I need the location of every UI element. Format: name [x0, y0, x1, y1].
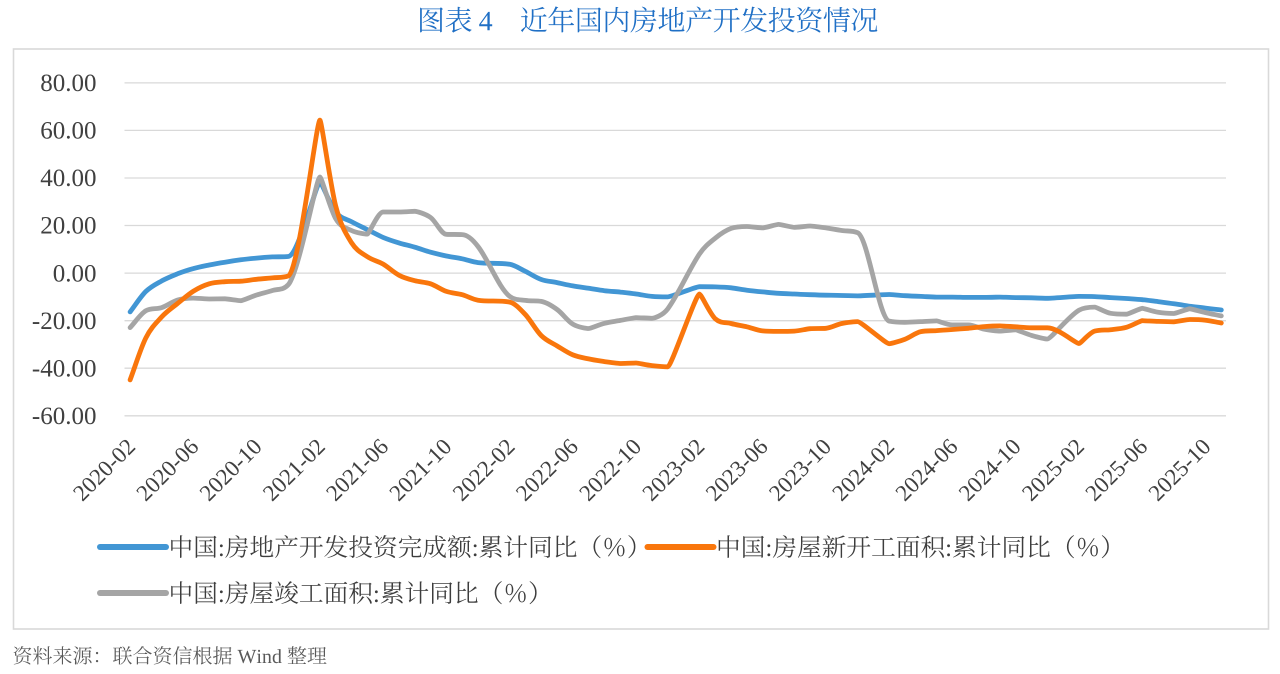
svg-text:-40.00: -40.00 — [32, 355, 97, 382]
svg-text:0.00: 0.00 — [53, 260, 97, 287]
svg-text:60.00: 60.00 — [40, 118, 96, 145]
svg-text:80.00: 80.00 — [40, 70, 96, 97]
svg-text:40.00: 40.00 — [40, 165, 96, 192]
svg-text:-20.00: -20.00 — [32, 308, 97, 335]
svg-text:20.00: 20.00 — [40, 213, 96, 240]
svg-text:-60.00: -60.00 — [32, 403, 97, 430]
